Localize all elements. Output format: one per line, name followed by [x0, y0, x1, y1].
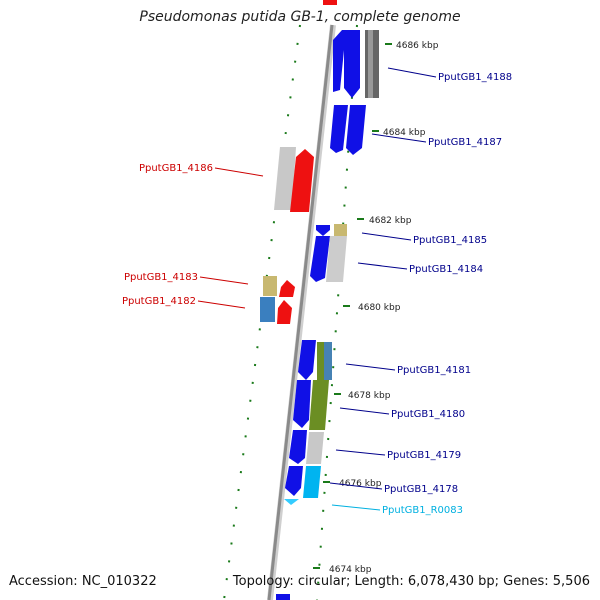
gene-label[interactable]: PputGB1_4178	[384, 484, 458, 495]
gene-block	[260, 297, 275, 322]
gene-arrow	[290, 149, 314, 212]
gene-label[interactable]: PputGB1_4181	[397, 365, 471, 376]
inner-dotted-guide	[316, 24, 358, 600]
backbone	[267, 24, 334, 600]
leader-line-4188	[387, 67, 437, 78]
gene-label[interactable]: PputGB1_4184	[409, 264, 483, 275]
gene-block	[309, 380, 329, 430]
leader-line-4179	[335, 449, 386, 456]
tick-label: 4680 kbp	[358, 303, 401, 313]
leader-line-4178	[329, 482, 383, 490]
gene-arrow	[316, 225, 330, 236]
gene-block	[326, 236, 347, 282]
leader-line-4187	[371, 133, 427, 143]
tick-label: 4684 kbp	[383, 128, 426, 138]
gene-arrow	[289, 430, 307, 464]
gene-label[interactable]: PputGB1_4185	[413, 235, 487, 246]
leader-lines	[197, 67, 437, 511]
gene-arrow	[330, 105, 348, 153]
clipped-forward-gene	[276, 594, 290, 600]
clipped-reverse-gene	[323, 0, 337, 5]
gene-label[interactable]: PputGB1_4188	[438, 72, 512, 83]
gene-arrow	[310, 236, 330, 282]
genome-title: Pseudomonas putida GB-1, complete genome	[139, 9, 461, 25]
gene-arrow	[344, 30, 360, 98]
gene-block	[324, 342, 332, 380]
gene-block	[303, 466, 321, 498]
leader-line-4185	[361, 232, 412, 241]
leader-line-4186	[214, 167, 264, 177]
rna-arrow	[284, 499, 299, 505]
gene-label[interactable]: PputGB1_4182	[122, 296, 196, 307]
gene-label[interactable]: PputGB1_4183	[124, 272, 198, 283]
tick-label: 4676 kbp	[339, 479, 382, 489]
tick-label: 4682 kbp	[369, 216, 412, 226]
scale-ticks: 4686 kbp 4684 kbp 4682 kbp 4680 kbp 4678…	[313, 41, 439, 575]
tick-label: 4674 kbp	[329, 565, 372, 575]
gene-block	[317, 342, 325, 380]
gene-label[interactable]: PputGB1_4187	[428, 137, 502, 148]
leader-line-4181	[345, 363, 396, 371]
leader-line-r0083	[331, 504, 381, 511]
gene-arrow	[277, 300, 292, 324]
gene-arrow	[285, 466, 303, 496]
gene-arrow	[279, 280, 295, 297]
tick-label: 4686 kbp	[396, 41, 439, 51]
leader-line-4180	[339, 407, 390, 415]
gene-arrow	[293, 380, 311, 428]
gene-block	[263, 276, 277, 296]
gene-labels: PputGB1_4188 PputGB1_4187 PputGB1_4186 P…	[122, 72, 512, 516]
topology-text: Topology: circular; Length: 6,078,430 bp…	[232, 574, 590, 589]
gene-block-highlight	[368, 30, 373, 98]
leader-line-4184	[357, 262, 408, 270]
leader-line-4183	[199, 276, 249, 285]
gene-arrow	[298, 340, 316, 380]
gene-arrow	[333, 30, 346, 92]
gene-block	[306, 432, 324, 464]
gene-label[interactable]: PputGB1_4179	[387, 450, 461, 461]
tick-label: 4678 kbp	[348, 391, 391, 401]
gene-label[interactable]: PputGB1_4186	[139, 163, 213, 174]
gene-block	[274, 147, 296, 210]
accession-text: Accession: NC_010322	[9, 574, 157, 589]
gene-arrow	[346, 105, 366, 155]
gene-label[interactable]: PputGB1_4180	[391, 409, 465, 420]
gene-block	[334, 224, 347, 236]
gene-label[interactable]: PputGB1_R0083	[382, 505, 463, 516]
leader-line-4182	[197, 300, 246, 309]
